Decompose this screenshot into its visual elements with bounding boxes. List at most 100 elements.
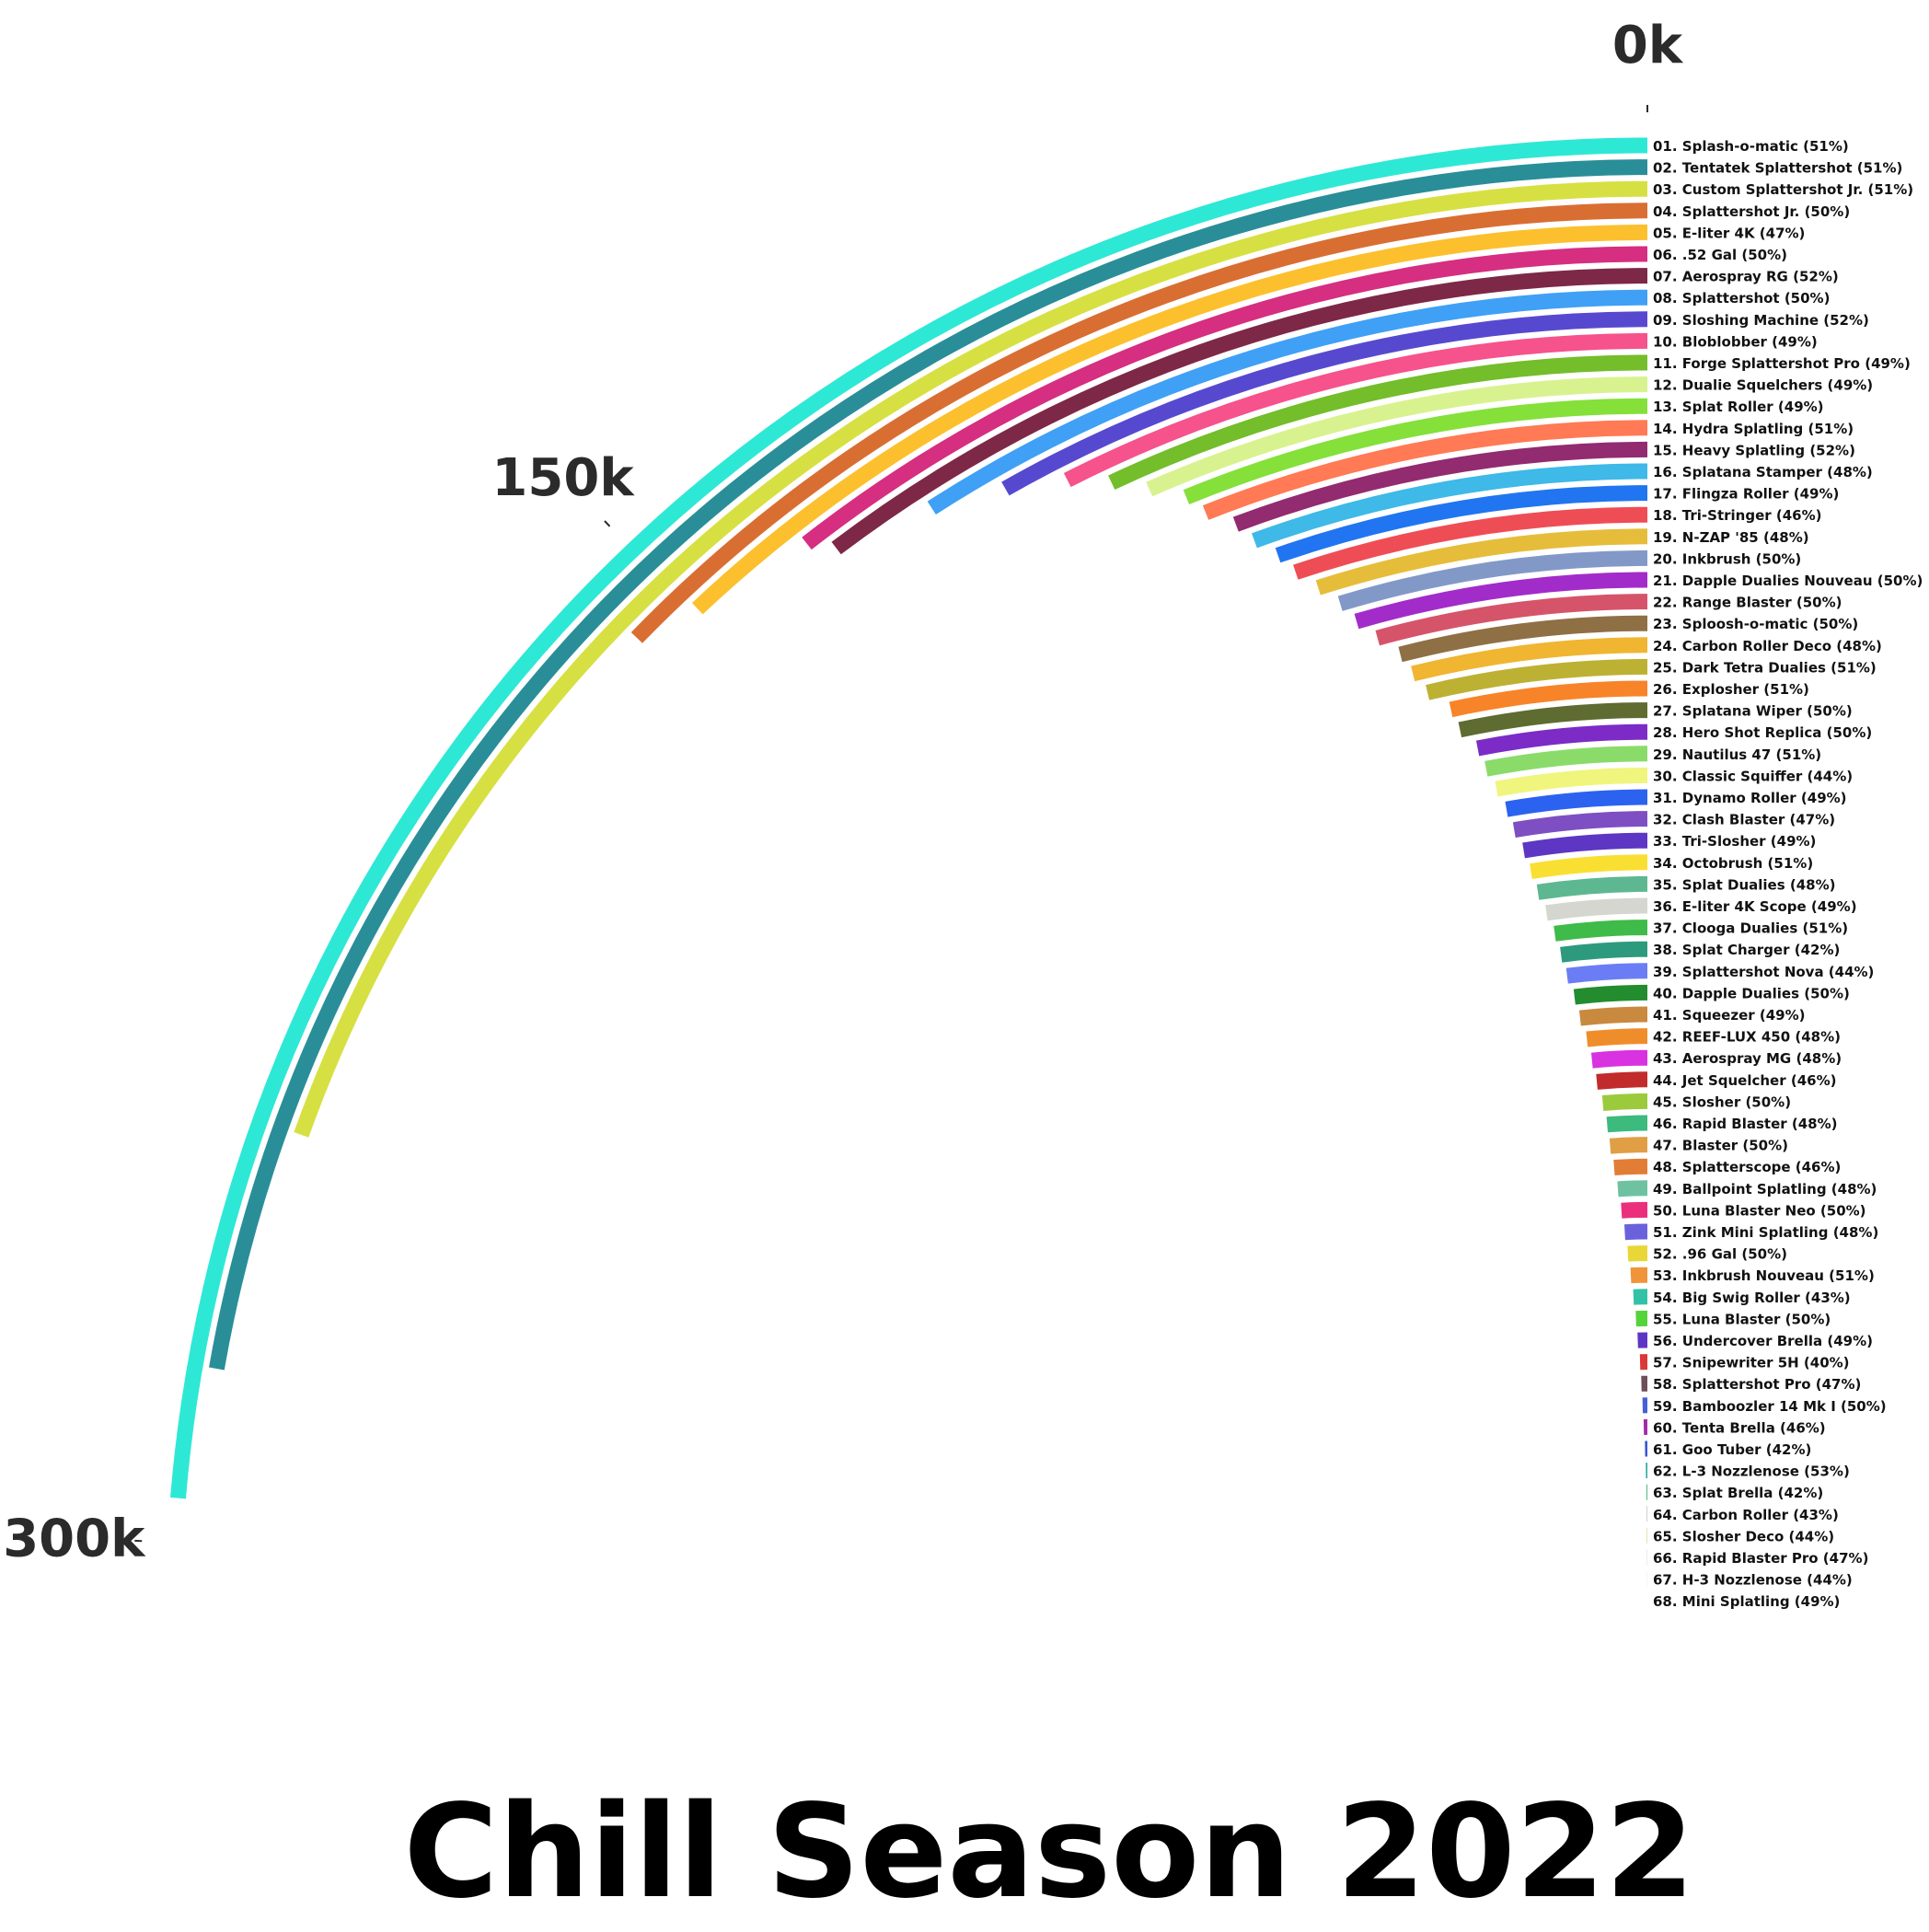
bar-13 <box>1183 398 1648 504</box>
bar-label-51: 51. Zink Mini Splatling (48%) <box>1653 1224 1878 1241</box>
bar-label-26: 26. Explosher (51%) <box>1653 681 1809 698</box>
bar-11 <box>1108 354 1648 490</box>
bar-label-40: 40. Dapple Dualies (50%) <box>1653 985 1850 1001</box>
bar-label-03: 03. Custom Splattershot Jr. (51%) <box>1653 181 1913 198</box>
bar-label-62: 62. L-3 Nozzlenose (53%) <box>1653 1463 1850 1480</box>
bar-02 <box>209 159 1648 1371</box>
bar-18 <box>1293 506 1648 580</box>
bar-label-22: 22. Range Blaster (50%) <box>1653 595 1842 611</box>
bar-15 <box>1232 441 1648 532</box>
bar-label-35: 35. Splat Dualies (48%) <box>1653 876 1835 893</box>
bar-label-28: 28. Hero Shot Replica (50%) <box>1653 724 1872 741</box>
bar-label-14: 14. Hydra Splatling (51%) <box>1653 421 1854 437</box>
bar-45 <box>1601 1093 1648 1111</box>
bar-08 <box>927 289 1648 515</box>
bar-32 <box>1512 811 1648 839</box>
bars <box>170 137 1648 1609</box>
bar-35 <box>1536 875 1648 900</box>
bar-26 <box>1449 680 1648 718</box>
bar-label-07: 07. Aerospray RG (52%) <box>1653 269 1839 285</box>
bar-label-59: 59. Bamboozler 14 Mk I (50%) <box>1653 1398 1887 1415</box>
bar-40 <box>1573 984 1648 1005</box>
bar-37 <box>1554 920 1648 942</box>
bar-03 <box>294 180 1648 1138</box>
bar-46 <box>1606 1115 1648 1133</box>
bar-label-58: 58. Splattershot Pro (47%) <box>1653 1376 1861 1393</box>
axis-tick-label-0: 0k <box>1612 16 1684 75</box>
bar-label-23: 23. Sploosh-o-matic (50%) <box>1653 616 1858 632</box>
bar-label-25: 25. Dark Tetra Dualies (51%) <box>1653 659 1877 676</box>
bar-label-49: 49. Ballpoint Splatling (48%) <box>1653 1181 1877 1197</box>
bar-33 <box>1522 832 1648 859</box>
bar-19 <box>1315 528 1648 596</box>
bar-06 <box>802 246 1648 550</box>
bar-27 <box>1458 702 1648 738</box>
bar-label-29: 29. Nautilus 47 (51%) <box>1653 746 1821 763</box>
bar-label-12: 12. Dualie Squelchers (49%) <box>1653 377 1873 394</box>
bar-label-15: 15. Heavy Splatling (52%) <box>1653 442 1855 458</box>
bar-label-36: 36. E-liter 4K Scope (49%) <box>1653 898 1857 915</box>
bar-label-61: 61. Goo Tuber (42%) <box>1653 1441 1811 1458</box>
bar-label-47: 47. Blaster (50%) <box>1653 1138 1788 1154</box>
bar-34 <box>1530 854 1648 879</box>
bar-39 <box>1565 963 1648 984</box>
bar-label-50: 50. Luna Blaster Neo (50%) <box>1653 1202 1866 1219</box>
bar-14 <box>1202 420 1648 520</box>
bar-47 <box>1609 1137 1648 1154</box>
bar-23 <box>1398 615 1648 663</box>
bar-label-16: 16. Splatana Stamper (48%) <box>1653 464 1873 480</box>
bar-41 <box>1578 1006 1648 1026</box>
bar-48 <box>1613 1158 1648 1176</box>
bar-42 <box>1586 1028 1648 1047</box>
bar-17 <box>1275 485 1648 563</box>
bar-01 <box>170 137 1648 1499</box>
bar-label-31: 31. Dynamo Roller (49%) <box>1653 790 1847 806</box>
bar-31 <box>1505 789 1648 817</box>
bar-43 <box>1590 1049 1648 1069</box>
bar-label-24: 24. Carbon Roller Deco (48%) <box>1653 638 1882 654</box>
bar-07 <box>831 268 1648 555</box>
bar-36 <box>1545 897 1648 921</box>
chart-title: Chill Season 2022 <box>404 1777 1695 1927</box>
bar-49 <box>1617 1180 1648 1197</box>
bar-label-34: 34. Octobrush (51%) <box>1653 855 1813 872</box>
bar-label-05: 05. E-liter 4K (47%) <box>1653 225 1805 241</box>
bar-label-33: 33. Tri-Slosher (49%) <box>1653 833 1816 850</box>
bar-label-38: 38. Splat Charger (42%) <box>1653 942 1840 958</box>
bar-label-54: 54. Big Swig Roller (43%) <box>1653 1290 1851 1306</box>
bar-05 <box>691 224 1648 615</box>
bar-label-46: 46. Rapid Blaster (48%) <box>1653 1116 1838 1132</box>
bar-label-42: 42. REEF-LUX 450 (48%) <box>1653 1029 1841 1046</box>
bar-label-65: 65. Slosher Deco (44%) <box>1653 1528 1834 1544</box>
bar-label-56: 56. Undercover Brella (49%) <box>1653 1333 1873 1349</box>
bar-label-53: 53. Inkbrush Nouveau (51%) <box>1653 1267 1875 1284</box>
bar-44 <box>1596 1071 1648 1090</box>
bar-52 <box>1627 1245 1648 1262</box>
bar-28 <box>1475 723 1648 757</box>
bar-25 <box>1426 658 1648 700</box>
bar-29 <box>1484 746 1648 777</box>
bar-label-02: 02. Tentatek Splattershot (51%) <box>1653 160 1902 177</box>
bar-20 <box>1337 550 1648 611</box>
bar-label-19: 19. N-ZAP '85 (48%) <box>1653 529 1809 546</box>
bar-label-43: 43. Aerospray MG (48%) <box>1653 1050 1842 1067</box>
axis-tick-mark-1 <box>604 520 611 527</box>
bar-label-17: 17. Flingza Roller (49%) <box>1653 486 1839 503</box>
bar-12 <box>1146 376 1648 497</box>
bar-label-52: 52. .96 Gal (50%) <box>1653 1246 1787 1263</box>
bar-label-30: 30. Classic Squiffer (44%) <box>1653 768 1853 784</box>
bar-label-09: 09. Sloshing Machine (52%) <box>1653 312 1869 329</box>
bar-label-64: 64. Carbon Roller (43%) <box>1653 1507 1839 1523</box>
bar-label-41: 41. Squeezer (49%) <box>1653 1007 1806 1024</box>
bar-labels: 01. Splash-o-matic (51%) 02. Tentatek Spl… <box>1653 138 1923 1610</box>
bar-04 <box>630 202 1648 643</box>
bar-label-66: 66. Rapid Blaster Pro (47%) <box>1653 1550 1868 1567</box>
bar-label-06: 06. .52 Gal (50%) <box>1653 247 1787 263</box>
bar-label-01: 01. Splash-o-matic (51%) <box>1653 138 1849 155</box>
axis-ticks: 0k 150k 300k <box>3 16 1684 1568</box>
bar-label-21: 21. Dapple Dualies Nouveau (50%) <box>1653 573 1923 589</box>
axis-tick-label-1: 150k <box>491 448 635 508</box>
bar-label-39: 39. Splattershot Nova (44%) <box>1653 964 1874 980</box>
